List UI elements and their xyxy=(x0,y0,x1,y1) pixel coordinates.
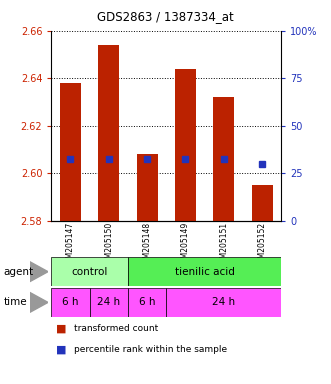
Text: 24 h: 24 h xyxy=(97,297,120,308)
Bar xyxy=(166,288,281,317)
Bar xyxy=(90,288,128,317)
Text: ■: ■ xyxy=(56,323,67,333)
Text: time: time xyxy=(3,297,27,308)
Text: percentile rank within the sample: percentile rank within the sample xyxy=(74,345,228,354)
Bar xyxy=(137,154,158,221)
Text: ■: ■ xyxy=(56,344,67,354)
Bar xyxy=(252,185,273,221)
Text: GDS2863 / 1387334_at: GDS2863 / 1387334_at xyxy=(97,10,234,23)
Text: 6 h: 6 h xyxy=(139,297,156,308)
Text: control: control xyxy=(71,266,108,277)
Bar xyxy=(98,45,119,221)
Bar xyxy=(128,257,281,286)
Text: transformed count: transformed count xyxy=(74,324,159,333)
Polygon shape xyxy=(30,293,48,313)
Text: tienilic acid: tienilic acid xyxy=(175,266,235,277)
Bar xyxy=(213,97,234,221)
Text: agent: agent xyxy=(3,266,33,277)
Bar xyxy=(175,69,196,221)
Polygon shape xyxy=(30,262,48,282)
Text: 6 h: 6 h xyxy=(62,297,79,308)
Bar xyxy=(51,257,128,286)
Text: 24 h: 24 h xyxy=(212,297,235,308)
Bar xyxy=(60,83,81,221)
Bar xyxy=(51,288,90,317)
Bar xyxy=(128,288,166,317)
